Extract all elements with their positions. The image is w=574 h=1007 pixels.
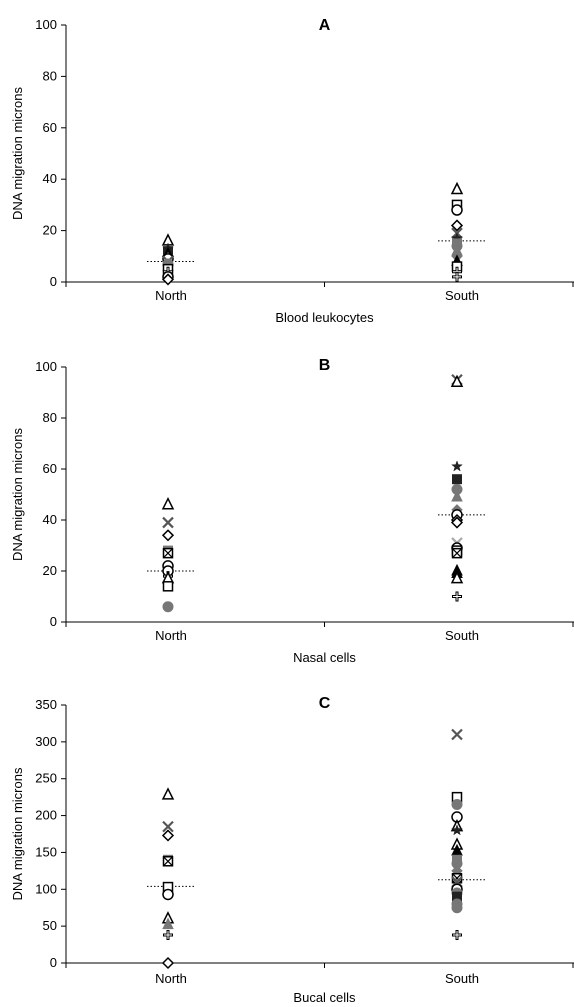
y-tick-label: 20 [43,223,57,238]
data-point-triangle-grey [451,489,463,502]
y-tick-label: 60 [43,461,57,476]
y-tick-label: 20 [43,563,57,578]
x-tick-label: South [445,628,479,643]
data-point-square-x-cross [163,548,173,558]
y-tick-label: 100 [35,881,57,896]
data-point-circle-open [451,204,463,216]
y-tick-label: 80 [43,68,57,83]
data-point-circle-grey [451,902,463,914]
chart-panel-C: 0 50 100 150 200 250 300 350 North South Bucal cel… [10,695,574,1005]
data-point-plus-inner [453,930,461,939]
y-tick-label: 60 [43,120,57,135]
y-tick-label: 0 [50,274,57,289]
data-point-cross-x [162,516,174,529]
data-point-star [451,460,463,472]
x-tick-label: South [445,971,479,986]
data-point-cross-x [451,728,463,741]
data-point-diamond-open [161,529,175,542]
panel-title: C [319,695,331,712]
y-tick-label: 100 [35,359,57,374]
y-tick-label: 150 [35,844,57,859]
y-tick-label: 300 [35,734,57,749]
x-tick-label: North [155,628,187,643]
data-point-diamond-open [161,829,175,842]
x-axis-label: Blood leukocytes [275,310,374,325]
panel-title: B [319,357,331,374]
y-tick-label: 40 [43,512,57,527]
data-point-diamond-open [161,956,175,970]
y-tick-label: 0 [50,614,57,629]
x-axis-label: Bucal cells [293,990,356,1005]
y-tick-label: 350 [35,697,57,712]
data-point-square-x-cross [452,873,462,883]
data-point-square-filled [452,474,462,485]
data-point-cross-x [162,820,174,833]
data-point-square-x-cross [452,548,462,558]
y-tick-label: 100 [35,17,57,32]
data-point-star [451,824,463,836]
data-point-diamond-open [161,273,175,286]
x-tick-label: South [445,288,479,303]
y-axis-label: DNA migration microns [10,87,25,220]
y-tick-label: 40 [43,171,57,186]
data-point-triangle-open [450,570,464,584]
data-point-triangle-open [450,181,464,195]
y-tick-label: 250 [35,771,57,786]
y-tick-label: 0 [50,955,57,970]
data-point-diamond-open [450,516,464,529]
y-tick-label: 200 [35,808,57,823]
data-point-triangle-open [450,374,464,388]
data-point-plus-inner [164,930,172,939]
y-axis-label: DNA migration microns [10,767,25,900]
y-axis-label: DNA migration microns [10,428,25,561]
panel-title: A [319,17,331,34]
data-point-circle-grey [162,601,174,613]
data-point-diamond-open [450,219,464,232]
data-point-circle-open [162,888,174,901]
data-point-triangle-open [161,497,175,510]
data-point-square-x-cross [163,856,173,866]
y-tick-label: 50 [43,918,57,933]
x-axis-label: Nasal cells [293,650,356,665]
data-point-triangle-grey [162,917,174,930]
data-point-triangle-open [161,787,175,800]
data-point-square-open [162,581,174,592]
chart-panel-A: 0 20 40 60 80 100 North South Blood leukocytes DN… [10,17,574,325]
data-point-plus-inner [453,592,461,601]
y-tick-label: 80 [43,410,57,425]
x-tick-label: North [155,288,187,303]
data-point-plus-inner [453,272,461,281]
data-point-circle-grey [451,799,463,811]
x-tick-label: North [155,971,187,986]
chart-panel-B: 0 20 40 60 80 100 North South Nasal cells DNA mig… [10,357,574,665]
